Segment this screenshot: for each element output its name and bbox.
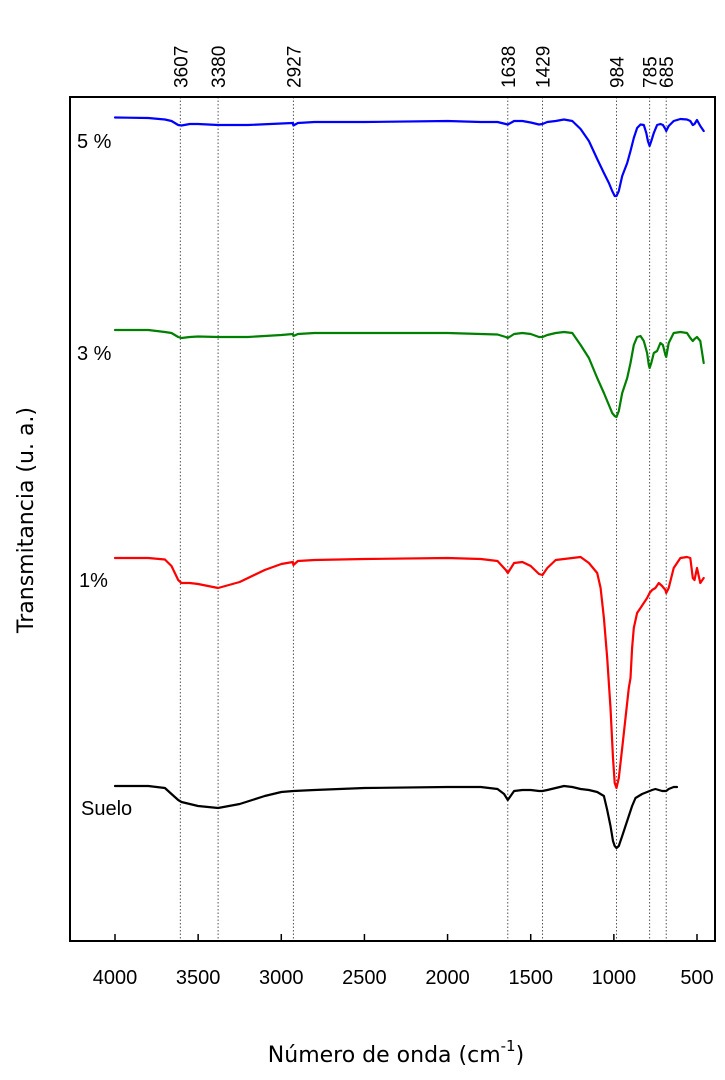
x-tick-label-2000: 2000: [425, 967, 470, 989]
peak-lines: [179, 97, 667, 941]
peak-label-685: 685: [657, 56, 678, 88]
series-line-0: [113, 116, 705, 198]
peak-label-1638: 1638: [499, 46, 520, 88]
peak-label-3380: 3380: [209, 46, 230, 88]
x-axis-title-suffix: ): [516, 1043, 525, 1068]
peak-label-785: 785: [641, 56, 662, 88]
x-tick-label-3500: 3500: [176, 967, 221, 989]
peak-label-1429: 1429: [534, 46, 555, 88]
series-label-3: Suelo: [81, 798, 132, 820]
x-tick-label-500: 500: [680, 967, 713, 989]
x-tick-label-2500: 2500: [342, 967, 387, 989]
series-line-2: [113, 555, 705, 790]
peak-label-984: 984: [608, 56, 629, 88]
x-tick-label-1500: 1500: [508, 967, 553, 989]
peak-label-3607: 3607: [171, 46, 192, 88]
series-label-1: 3 %: [77, 343, 112, 365]
peak-label-2927: 2927: [284, 46, 305, 88]
x-tick-label-3000: 3000: [259, 967, 304, 989]
x-axis-title: Número de onda (cm-1): [268, 1037, 524, 1068]
x-axis-title-main: Número de onda (cm: [268, 1043, 501, 1068]
x-axis: 4000 3500 3000 2500 2000 1500 1000 500: [93, 934, 714, 989]
series-line-3: [113, 784, 679, 850]
series-group: [113, 116, 705, 850]
series-labels: 5 % 3 % 1% Suelo: [77, 131, 132, 820]
series-label-2: 1%: [79, 570, 108, 592]
x-axis-title-superscript: -1: [501, 1037, 516, 1055]
series-line-1: [113, 328, 705, 419]
plot-frame: [69, 96, 716, 942]
x-tick-label-4000: 4000: [93, 967, 138, 989]
series-label-0: 5 %: [77, 131, 112, 153]
x-tick-label-1000: 1000: [592, 967, 637, 989]
y-axis-title: Transmitancia (u. a.): [14, 407, 39, 634]
